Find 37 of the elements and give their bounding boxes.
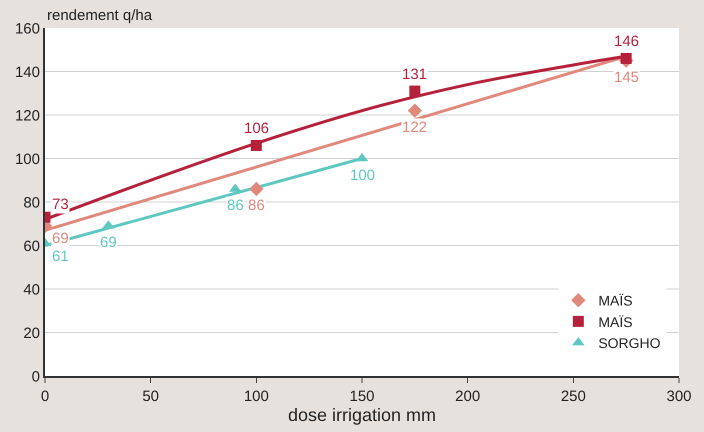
data-label: 106 — [244, 120, 270, 137]
point — [249, 182, 264, 196]
point — [250, 140, 262, 151]
x-tick-label: 150 — [349, 388, 375, 405]
data-label: 145 — [614, 69, 640, 86]
point — [408, 104, 422, 118]
y-tick-label: 80 — [23, 194, 40, 212]
data-label: 69 — [100, 234, 117, 251]
data-label: 69 — [52, 230, 69, 247]
data-label: 100 — [350, 167, 376, 184]
y-tick-label: 120 — [14, 107, 40, 124]
x-axis-title: dose irrigation mm — [288, 405, 436, 425]
data-label: 61 — [52, 248, 69, 265]
data-label: 86 — [227, 197, 244, 214]
point — [620, 52, 632, 64]
y-axis-title: rendement q/ha — [47, 7, 153, 24]
legend-label: SORGHO — [598, 335, 661, 352]
data-label: 86 — [248, 197, 265, 214]
y-tick-label: 20 — [23, 324, 40, 342]
y-tick-label: 0 — [32, 368, 40, 386]
data-label: 122 — [402, 119, 428, 136]
x-tick-label: 50 — [142, 388, 160, 405]
x-tick-label: 100 — [244, 388, 269, 405]
data-label: 73 — [52, 196, 69, 213]
y-tick-label: 40 — [23, 281, 40, 298]
data-label: 146 — [614, 33, 640, 50]
x-tick-label: 300 — [666, 388, 692, 405]
y-tick-label: 100 — [14, 150, 40, 168]
point — [409, 86, 420, 97]
y-tick-label: 160 — [14, 20, 40, 38]
data-label: 131 — [402, 66, 428, 83]
y-tick-label: 140 — [14, 64, 40, 81]
x-tick-label: 250 — [560, 388, 586, 405]
legend-label: MAÏS — [598, 314, 633, 330]
legend-label: MAÏS — [598, 292, 633, 309]
y-tick-label: 60 — [23, 238, 40, 255]
x-tick-label: 200 — [455, 388, 480, 405]
